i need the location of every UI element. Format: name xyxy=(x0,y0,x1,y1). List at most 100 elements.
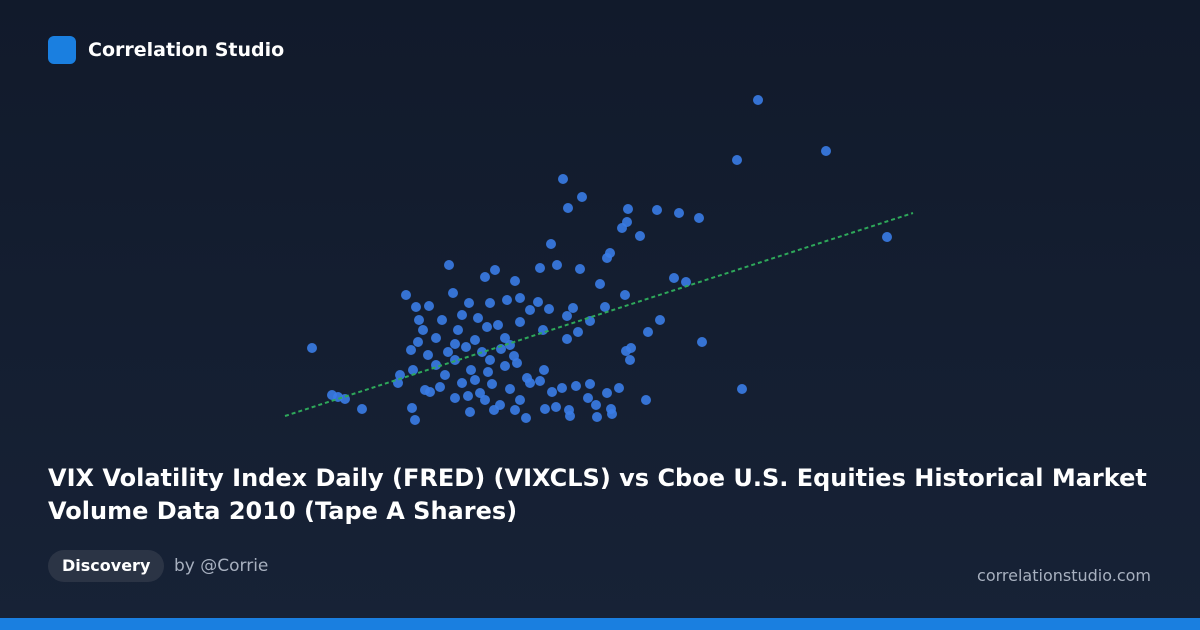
data-point xyxy=(406,345,416,355)
data-point xyxy=(602,388,612,398)
data-point xyxy=(547,387,557,397)
data-point xyxy=(697,337,707,347)
trend-line xyxy=(284,212,914,417)
data-point xyxy=(453,325,463,335)
data-point xyxy=(641,395,651,405)
data-point xyxy=(753,95,763,105)
data-point xyxy=(535,263,545,273)
data-point xyxy=(674,208,684,218)
data-point xyxy=(737,384,747,394)
data-point xyxy=(357,404,367,414)
data-point xyxy=(515,317,525,327)
data-point xyxy=(437,315,447,325)
brand[interactable]: Correlation Studio xyxy=(48,36,284,64)
data-point xyxy=(393,378,403,388)
data-point xyxy=(443,347,453,357)
data-point xyxy=(643,327,653,337)
scatter-plot xyxy=(284,95,914,425)
data-point xyxy=(448,288,458,298)
data-point xyxy=(563,203,573,213)
data-point xyxy=(521,413,531,423)
data-point xyxy=(461,342,471,352)
data-point xyxy=(450,393,460,403)
data-point xyxy=(882,232,892,242)
data-point xyxy=(413,337,423,347)
data-point xyxy=(505,384,515,394)
data-point xyxy=(502,295,512,305)
data-point xyxy=(485,298,495,308)
data-point xyxy=(602,253,612,263)
data-point xyxy=(500,361,510,371)
data-point xyxy=(592,412,602,422)
data-point xyxy=(533,297,543,307)
data-point xyxy=(591,400,601,410)
data-point xyxy=(515,293,525,303)
data-point xyxy=(681,277,691,287)
data-point xyxy=(457,378,467,388)
data-point xyxy=(407,403,417,413)
data-point xyxy=(540,404,550,414)
data-point xyxy=(435,382,445,392)
data-point xyxy=(414,315,424,325)
data-point xyxy=(466,365,476,375)
data-point xyxy=(515,395,525,405)
tag[interactable]: Discovery xyxy=(48,550,165,582)
chart-title: VIX Volatility Index Daily (FRED) (VIXCL… xyxy=(48,464,1147,525)
site-url[interactable]: correlationstudio.com xyxy=(977,566,1151,585)
data-point xyxy=(552,260,562,270)
data-point xyxy=(510,405,520,415)
data-point xyxy=(425,387,435,397)
data-point xyxy=(635,231,645,241)
data-point xyxy=(694,213,704,223)
data-point xyxy=(423,350,433,360)
data-point xyxy=(401,290,411,300)
data-point xyxy=(625,355,635,365)
data-point xyxy=(573,327,583,337)
data-point xyxy=(562,311,572,321)
data-point xyxy=(485,355,495,365)
data-point xyxy=(617,223,627,233)
data-point xyxy=(395,370,405,380)
data-point xyxy=(483,367,493,377)
data-point xyxy=(525,305,535,315)
data-point xyxy=(424,301,434,311)
data-point xyxy=(623,204,633,214)
data-point xyxy=(307,343,317,353)
data-point xyxy=(489,405,499,415)
data-point xyxy=(571,381,581,391)
data-point xyxy=(444,260,454,270)
data-point xyxy=(821,146,831,156)
data-point xyxy=(585,379,595,389)
data-point xyxy=(652,205,662,215)
data-point xyxy=(539,365,549,375)
data-point xyxy=(482,322,492,332)
data-point xyxy=(551,402,561,412)
data-point xyxy=(655,315,665,325)
data-point xyxy=(525,378,535,388)
data-point xyxy=(487,379,497,389)
data-point xyxy=(562,334,572,344)
data-point xyxy=(565,411,575,421)
data-point xyxy=(490,265,500,275)
data-point xyxy=(575,264,585,274)
data-point xyxy=(546,239,556,249)
data-point xyxy=(577,192,587,202)
data-point xyxy=(463,391,473,401)
data-point xyxy=(408,365,418,375)
data-point xyxy=(544,304,554,314)
data-point xyxy=(464,298,474,308)
data-point xyxy=(512,358,522,368)
author[interactable]: by @Corrie xyxy=(174,556,269,576)
data-point xyxy=(600,302,610,312)
data-point xyxy=(535,376,545,386)
data-point xyxy=(410,415,420,425)
data-point xyxy=(620,290,630,300)
data-point xyxy=(480,272,490,282)
data-point xyxy=(465,407,475,417)
data-point xyxy=(457,310,467,320)
data-point xyxy=(669,273,679,283)
data-point xyxy=(440,370,450,380)
data-point xyxy=(411,302,421,312)
data-point xyxy=(732,155,742,165)
data-point xyxy=(493,320,503,330)
